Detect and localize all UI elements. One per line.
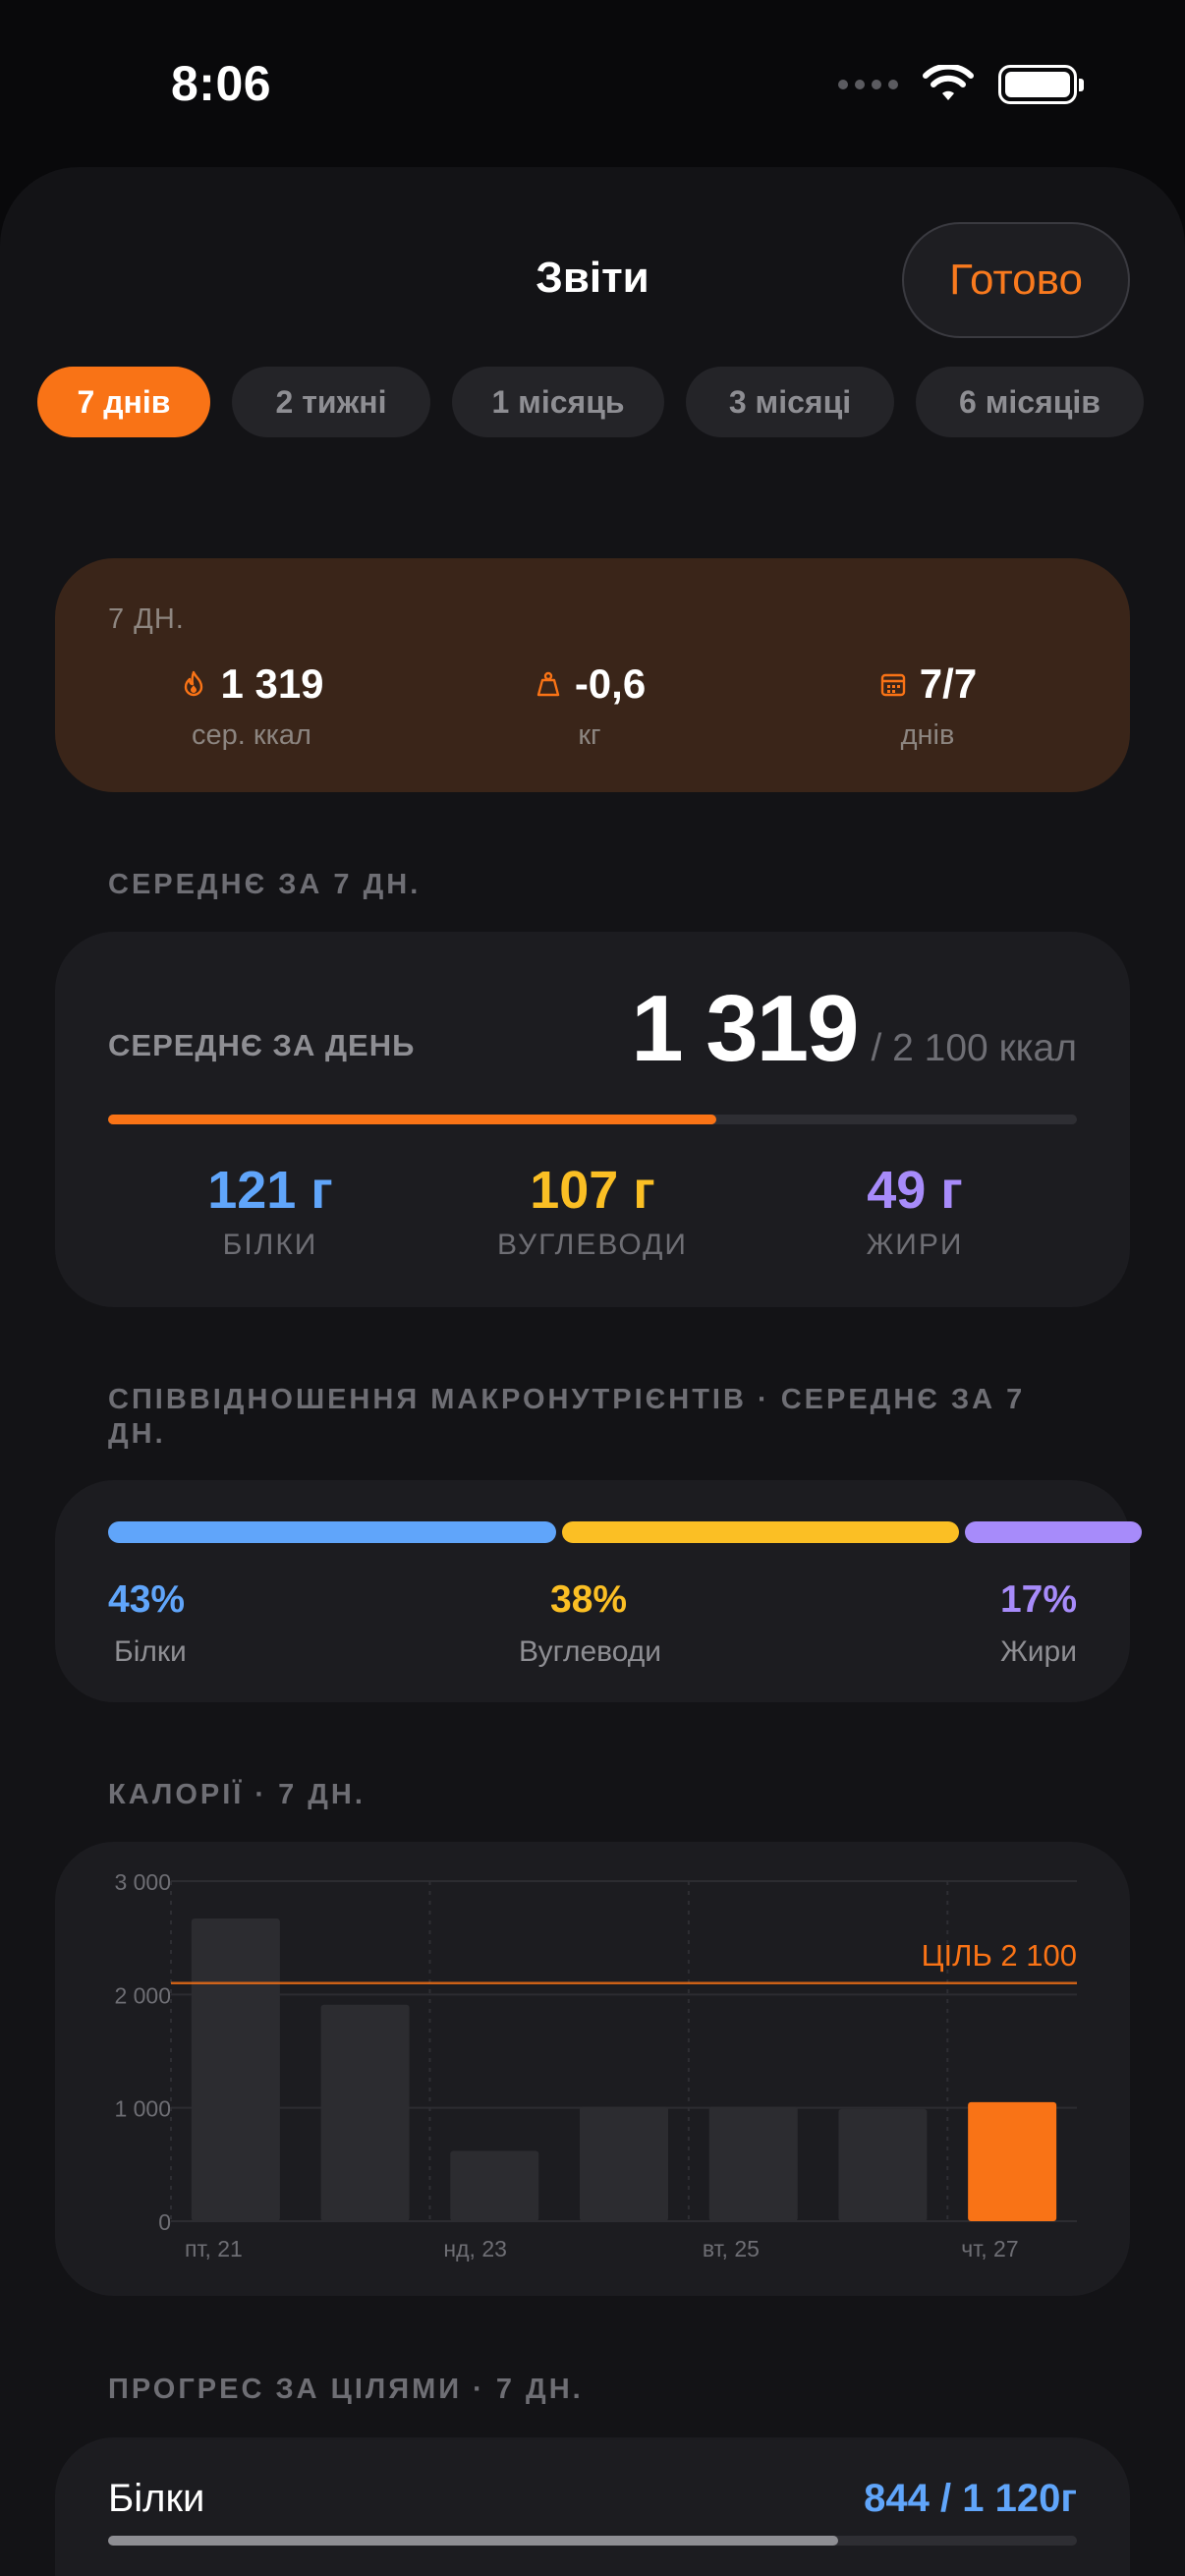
status-indicators	[838, 65, 1084, 104]
macro-ratio-card: 43% 38% 17% Білки Вуглеводи Жири	[55, 1480, 1142, 1702]
bar	[580, 2106, 668, 2221]
avg-calories-value: 1 319	[631, 976, 859, 1081]
avg-calories: 1 319 / 2 100 ккал	[631, 975, 1077, 1083]
goal-progress-fill	[108, 2536, 839, 2546]
section-label-goals: ПРОГРЕС ЗА ЦІЛЯМИ · 7 ДН.	[108, 2374, 584, 2405]
calories-bar-chart: 3 000 2 000 1 000 0 пт, 21 нд, 23 вт, 25 чт, 27…	[114, 1869, 1077, 2261]
wifi-icon	[923, 65, 974, 100]
section-label-average: СЕРЕДНЄ ЗА 7 ДН.	[108, 869, 422, 900]
x-tick-label: вт, 25	[703, 2236, 760, 2261]
calories-chart-card: 3 000 2 000 1 000 0 пт, 21 нд, 23 вт, 25 чт, 27…	[55, 1842, 1130, 2296]
stat-caption: кг	[578, 719, 601, 751]
x-tick-label: пт, 21	[185, 2236, 243, 2261]
flame-icon	[185, 670, 203, 697]
ratio-bar-protein	[108, 1521, 557, 1543]
period-chip-7-days[interactable]: 7 днів	[37, 367, 210, 437]
goal-line-label: ЦІЛЬ 2 100	[922, 1938, 1077, 1973]
bar-highlight	[968, 2101, 1057, 2221]
stat-avg-kcal: 1 319 сер. ккал	[134, 660, 369, 752]
weight-icon	[536, 671, 560, 697]
bar	[320, 2004, 410, 2221]
period-chip-1-month[interactable]: 1 місяць	[452, 367, 664, 437]
ratio-bar-fat	[964, 1521, 1142, 1543]
avg-day-label: СЕРЕДНЄ ЗА ДЕНЬ	[108, 1028, 416, 1062]
stat-caption: сер. ккал	[192, 719, 311, 751]
calorie-progress-bar	[108, 1115, 1077, 1124]
macro-label: ВУГЛЕВОДИ	[497, 1229, 688, 1261]
section-label-calories: КАЛОРІЇ · 7 ДН.	[108, 1779, 366, 1810]
ratio-pct-fat: 17%	[999, 1578, 1077, 1621]
ratio-pct-protein: 43%	[108, 1578, 186, 1621]
bar	[191, 1918, 280, 2221]
macro-label: БІЛКИ	[222, 1229, 318, 1261]
bar	[708, 2106, 798, 2221]
stat-caption: днів	[900, 719, 955, 751]
stat-value: 1 319	[220, 660, 324, 707]
status-time: 8:06	[171, 56, 272, 111]
ratio-name-protein: Білки	[114, 1635, 187, 1668]
section-label-ratio-cont: ДН.	[108, 1418, 166, 1450]
x-tick-label: чт, 27	[961, 2236, 1018, 2261]
ratio-pct-carbs: 38%	[550, 1578, 628, 1621]
period-chip-6-months[interactable]: 6 місяців	[916, 367, 1144, 437]
page-title: Звіти	[536, 254, 649, 302]
average-card: СЕРЕДНЄ ЗА ДЕНЬ 1 319 / 2 100 ккал 121 г…	[55, 932, 1130, 1307]
macro-value: 121 г	[207, 1161, 333, 1220]
section-label-ratio: СПІВВІДНОШЕННЯ МАКРОНУТРІЄНТІВ · СЕРЕДНЄ…	[108, 1384, 1026, 1415]
ratio-bar-carbs	[562, 1521, 959, 1543]
period-selector: 7 днів 2 тижні 1 місяць 3 місяці 6 місяц…	[37, 367, 1144, 437]
y-tick-label: 3 000	[114, 1869, 171, 1895]
macro-fat: 49 г ЖИРИ	[753, 1160, 1077, 1262]
macro-value: 49 г	[867, 1161, 963, 1220]
y-tick-label: 0	[158, 2209, 171, 2235]
macro-carbs: 107 г ВУГЛЕВОДИ	[430, 1160, 755, 1262]
period-summary-card: 7 ДН. 1 319 сер. ккал -0,6 кг	[55, 558, 1130, 792]
macro-protein: 121 г БІЛКИ	[108, 1160, 432, 1262]
macro-value: 107 г	[530, 1161, 655, 1220]
goal-name-protein: Білки	[108, 2477, 205, 2520]
stat-value: -0,6	[574, 660, 647, 707]
bar	[450, 2150, 539, 2221]
ratio-name-carbs: Вуглеводи	[519, 1635, 662, 1668]
summary-label: 7 ДН.	[108, 603, 185, 635]
stat-weight-change: -0,6 кг	[472, 660, 707, 752]
period-chip-2-weeks[interactable]: 2 тижні	[232, 367, 430, 437]
goal-progress-card: Білки 844 / 1 120г	[55, 2437, 1130, 2576]
calorie-progress-fill	[108, 1115, 717, 1124]
stat-value: 7/7	[919, 660, 978, 707]
cellular-signal-icon	[838, 80, 898, 89]
ratio-name-fat: Жири	[1000, 1635, 1077, 1668]
period-chip-3-months[interactable]: 3 місяці	[686, 367, 894, 437]
calendar-icon	[880, 673, 905, 697]
y-tick-label: 1 000	[114, 2096, 171, 2122]
goal-progress-bar	[108, 2536, 1077, 2546]
macro-label: ЖИРИ	[866, 1229, 964, 1261]
goal-value-protein: 844 / 1 120г	[864, 2477, 1077, 2520]
calorie-goal-text: / 2 100 ккал	[871, 1027, 1077, 1069]
done-button[interactable]: Готово	[902, 222, 1130, 338]
x-tick-label: нд, 23	[443, 2236, 507, 2261]
battery-icon	[998, 65, 1084, 104]
y-tick-label: 2 000	[114, 1982, 171, 2008]
stat-days-logged: 7/7 днів	[810, 660, 1045, 752]
bar	[838, 2108, 928, 2221]
